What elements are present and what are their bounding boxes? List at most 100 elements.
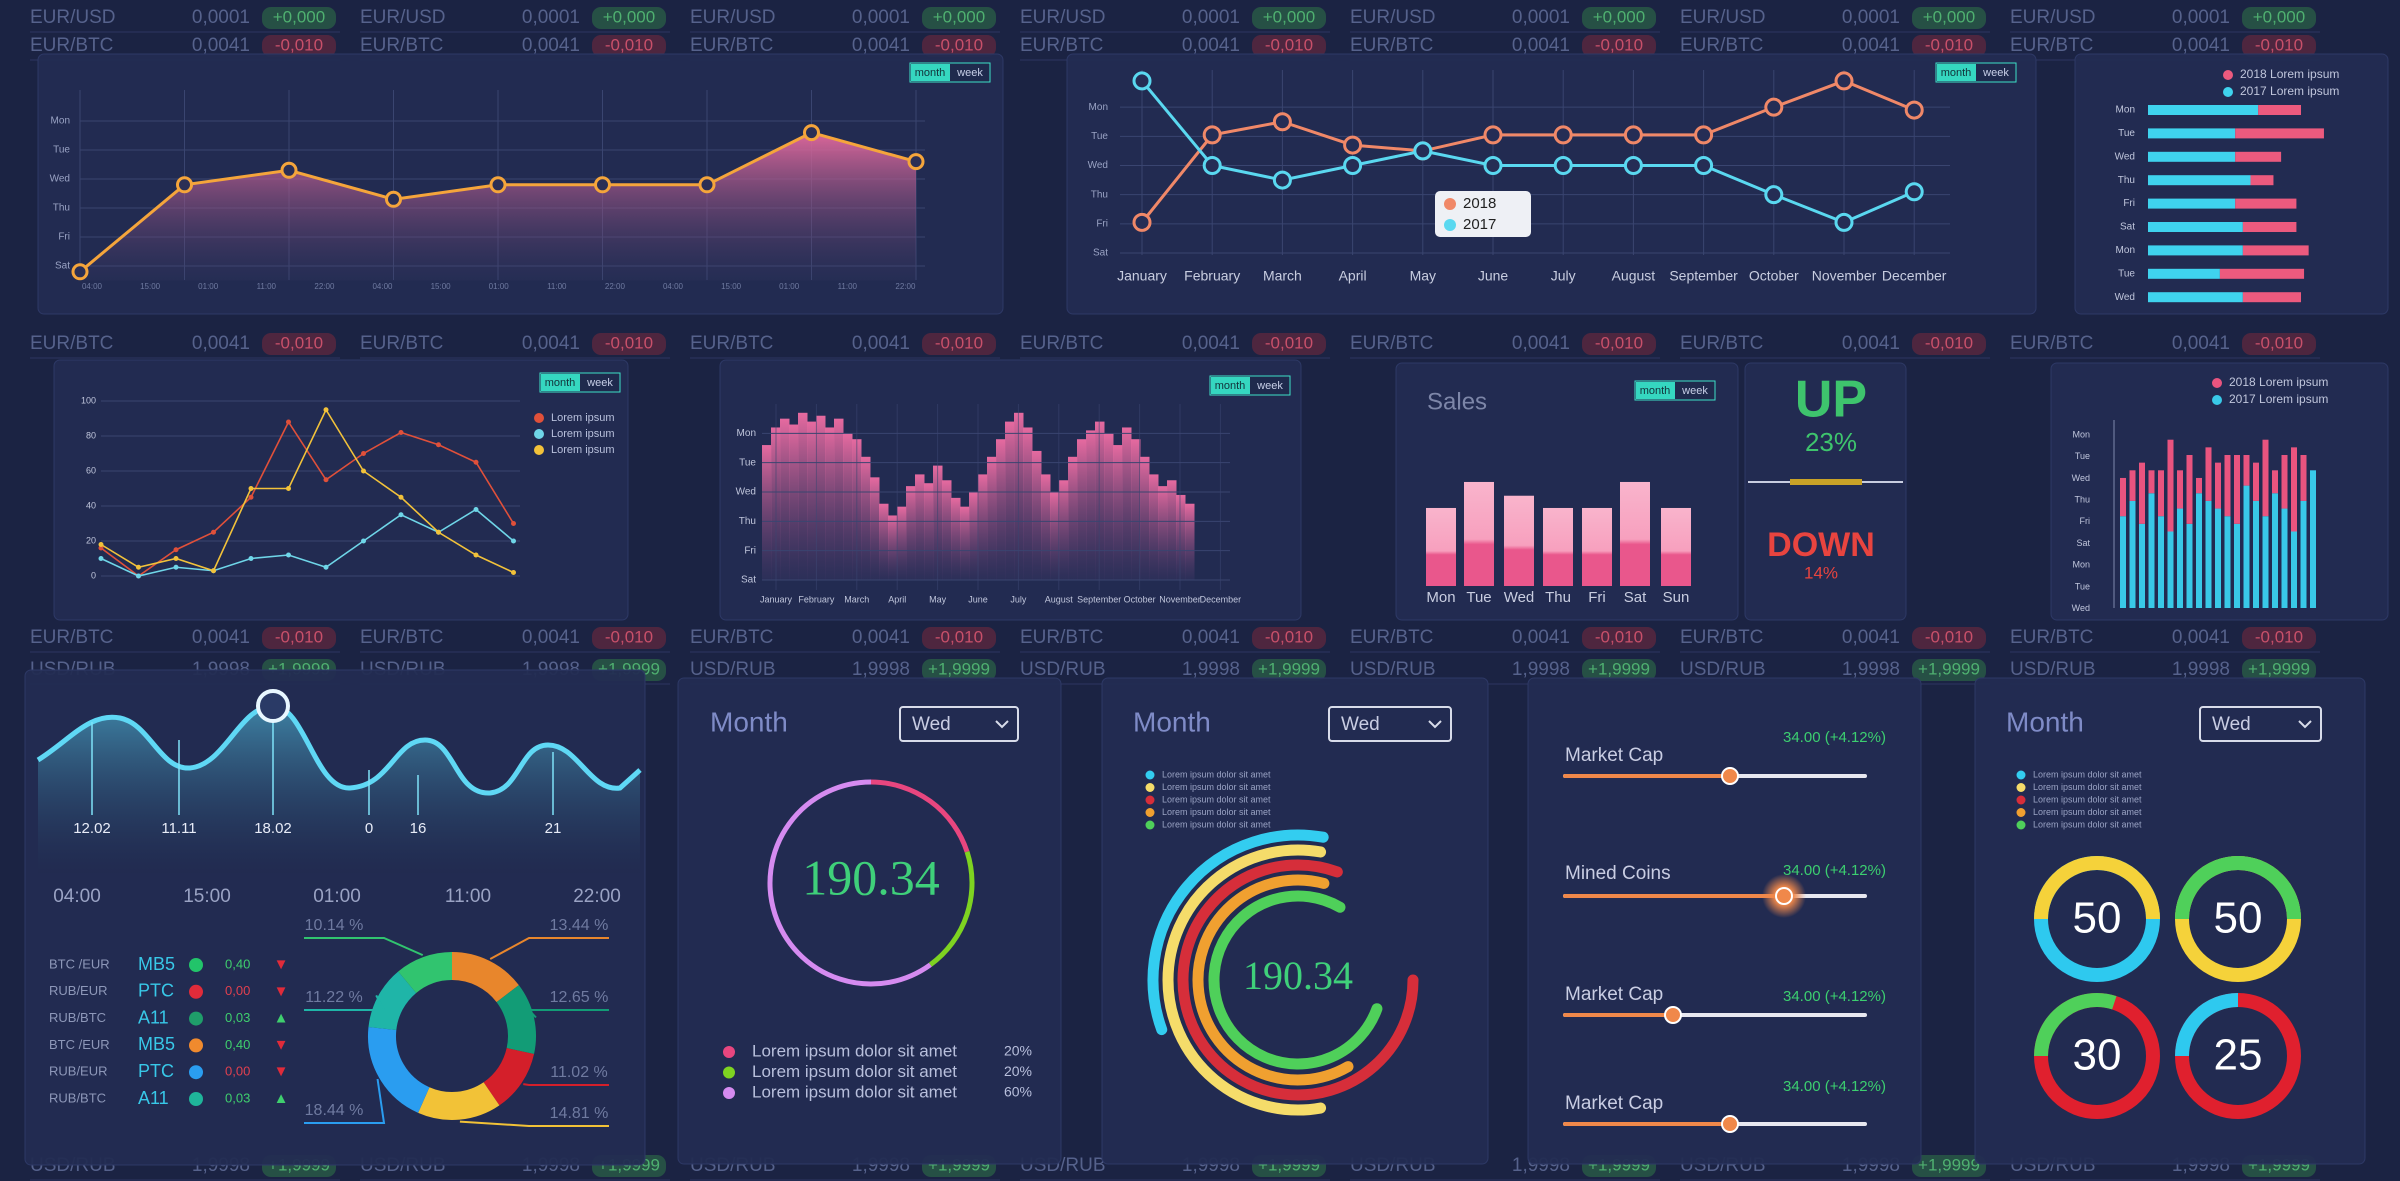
toggle-week[interactable]: week xyxy=(1681,385,1708,397)
ticker-price: 0,0041 xyxy=(522,35,580,56)
ticker-change: -0,010 xyxy=(1265,333,1313,352)
dropdown[interactable] xyxy=(2199,706,2322,742)
trade-pair: BTC /EUR xyxy=(49,956,110,971)
toggle-week[interactable]: week xyxy=(586,377,613,389)
y-tick-label: 100 xyxy=(81,395,96,405)
trade-value: 0,00 xyxy=(225,983,250,998)
toggle-month[interactable]: month xyxy=(1941,67,1972,79)
bar xyxy=(2234,455,2240,524)
arcs-value: 190.34 xyxy=(1243,953,1353,998)
x-tick-label: May xyxy=(1410,268,1436,284)
ticker-pill xyxy=(2242,333,2316,355)
y-tick-label: Tue xyxy=(739,457,756,468)
dropdown[interactable] xyxy=(1328,706,1452,742)
toggle-month[interactable]: month xyxy=(1215,380,1246,392)
bar xyxy=(2242,292,2301,303)
ticker-pair: EUR/BTC xyxy=(690,333,773,354)
trade-dot xyxy=(189,984,203,999)
y-tick-label: Fri xyxy=(2123,198,2135,209)
ticker-price: 0,0001 xyxy=(2172,7,2230,28)
toggle-month[interactable]: month xyxy=(1640,385,1671,397)
slider-value: 34.00 (+4.12%) xyxy=(1783,988,1886,1005)
toggle-week[interactable]: week xyxy=(956,67,983,79)
ticker-change: -0,010 xyxy=(1265,627,1313,646)
point xyxy=(511,538,516,544)
point xyxy=(361,538,366,544)
toggle-week[interactable]: week xyxy=(1982,67,2009,79)
point xyxy=(1694,125,1714,145)
toggle-active[interactable] xyxy=(1211,377,1250,394)
ticker-pill xyxy=(2242,659,2316,681)
ring-segment xyxy=(870,779,970,853)
ticker-pill xyxy=(1582,35,1656,57)
toggle-active[interactable] xyxy=(911,64,950,81)
bar xyxy=(2196,493,2202,608)
point xyxy=(473,552,479,558)
dropdown[interactable] xyxy=(899,706,1019,742)
trade-code: PTC xyxy=(138,1061,174,1081)
toggle-active[interactable] xyxy=(1636,382,1675,399)
ticker-change: +0,000 xyxy=(933,7,985,26)
x-tick-label: Thu xyxy=(1545,589,1571,606)
bar xyxy=(2272,493,2278,608)
slider-knob[interactable] xyxy=(1721,1115,1739,1133)
x-tick-label: October xyxy=(1124,594,1156,604)
toggle-month[interactable]: month xyxy=(915,67,946,79)
dropdown-value[interactable]: Wed xyxy=(2212,714,2251,735)
toggle-active[interactable] xyxy=(541,374,580,391)
slider-label: Market Cap xyxy=(1565,1093,1663,1114)
donut-segment xyxy=(496,985,536,1055)
dropdown-chevron xyxy=(995,720,1009,729)
trade-code: A11 xyxy=(138,1007,169,1027)
toggle-month[interactable]: month xyxy=(545,377,576,389)
bar xyxy=(987,456,997,580)
slider-knob[interactable] xyxy=(1775,887,1793,905)
slider-knob[interactable] xyxy=(1721,767,1739,785)
ticker-price: 0,0001 xyxy=(522,7,580,28)
bar xyxy=(2300,455,2307,501)
point xyxy=(98,556,104,561)
slider-knob[interactable] xyxy=(1664,1006,1682,1024)
ticker-change: +0,000 xyxy=(1263,7,1315,26)
ticker-pair: EUR/USD xyxy=(690,7,776,28)
x-tick-label: October xyxy=(1749,268,1799,284)
dropdown-value[interactable]: Wed xyxy=(912,714,951,735)
ticker-change: -0,010 xyxy=(935,333,983,352)
y-label: Mon xyxy=(2072,560,2090,570)
y-tick-label: Thu xyxy=(739,516,756,527)
time-label: 11:00 xyxy=(445,886,491,907)
bar xyxy=(2148,151,2236,162)
trade-dot xyxy=(189,1092,203,1106)
ticker-change: -0,010 xyxy=(935,627,983,646)
ticker-pill xyxy=(2242,7,2316,29)
x-tick-label: July xyxy=(1010,594,1027,604)
x-tick-label: June xyxy=(1478,268,1509,284)
ticker-pill xyxy=(2242,35,2316,57)
point xyxy=(1623,125,1643,145)
bar xyxy=(2243,455,2250,486)
bar xyxy=(996,439,1006,580)
toggle-active[interactable] xyxy=(1937,64,1976,81)
ticker-pair: EUR/BTC xyxy=(1020,333,1103,354)
leader-line xyxy=(489,937,609,960)
ticker-pill xyxy=(1252,659,1326,681)
toggle-week[interactable]: week xyxy=(1256,380,1283,392)
legend-label: Lorem ipsum dolor sit amet xyxy=(1162,782,1271,792)
y-tick-label: Tue xyxy=(53,145,70,156)
dropdown-value[interactable]: Wed xyxy=(1341,714,1380,735)
bar xyxy=(2300,500,2307,608)
slider-value: 34.00 (+4.12%) xyxy=(1783,1078,1886,1095)
bar xyxy=(2186,523,2193,608)
ticker-pair: EUR/BTC xyxy=(1350,333,1433,354)
y-label: Tue xyxy=(2075,581,2090,591)
trade-value: 0,40 xyxy=(225,1037,250,1052)
x-tick-label: 22:00 xyxy=(314,282,335,291)
bar xyxy=(2148,292,2243,303)
trade-code: MB5 xyxy=(138,954,175,974)
x-tick-label: Mon xyxy=(1426,589,1455,606)
legend-dot xyxy=(534,429,544,439)
ticker-change: -0,010 xyxy=(1925,35,1973,54)
point xyxy=(1132,71,1152,91)
trade-arrow: ▼ xyxy=(274,1063,289,1080)
y-label: Fri xyxy=(2080,516,2091,526)
